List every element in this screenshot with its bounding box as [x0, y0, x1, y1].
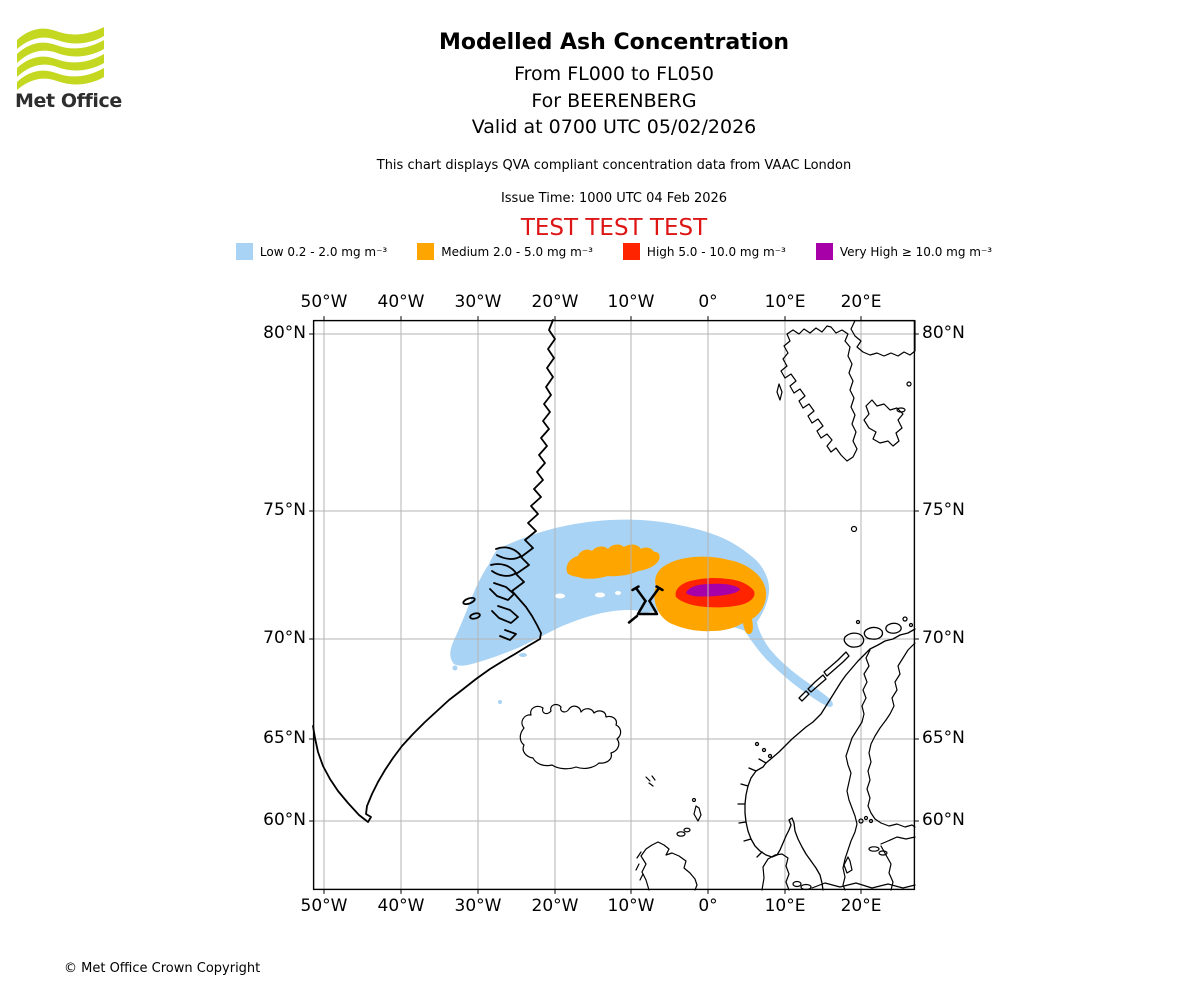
subtitle-flight-levels: From FL000 to FL050	[514, 63, 714, 85]
lon-label-bottom-10°E: 10°E	[764, 896, 806, 916]
lon-label-bottom-20°E: 20°E	[840, 896, 882, 916]
lon-label-bottom-50°W: 50°W	[300, 896, 348, 916]
uk-coast	[635, 775, 702, 891]
subtitle-valid-time: Valid at 0700 UTC 05/02/2026	[471, 116, 757, 138]
copyright-text: © Met Office Crown Copyright	[64, 961, 261, 976]
lat-label-right-65°N: 65°N	[922, 728, 965, 748]
lat-label-left-70°N: 70°N	[263, 628, 306, 648]
legend: Low 0.2 - 2.0 mg m⁻³ Medium 2.0 - 5.0 mg …	[0, 243, 1200, 260]
lon-label-top-0°: 0°	[698, 292, 718, 312]
legend-item-high: High 5.0 - 10.0 mg m⁻³	[622, 243, 786, 260]
map-border	[312, 319, 916, 891]
svalbard-coast	[776, 320, 916, 533]
legend-label-very-high: Very High ≥ 10.0 mg m⁻³	[839, 244, 993, 259]
legend-swatch-low	[235, 243, 253, 260]
bear-island	[850, 525, 858, 533]
lon-label-bottom-30°W: 30°W	[454, 896, 502, 916]
lon-label-bottom-10°W: 10°W	[607, 896, 655, 916]
legend-item-very-high: Very High ≥ 10.0 mg m⁻³	[815, 243, 993, 260]
lat-label-left-65°N: 65°N	[263, 728, 306, 748]
qva-note: This chart displays QVA compliant concen…	[376, 158, 852, 173]
issue-time: Issue Time: 1000 UTC 04 Feb 2026	[500, 191, 728, 206]
lat-label-right-70°N: 70°N	[922, 628, 965, 648]
lon-label-bottom-40°W: 40°W	[377, 896, 425, 916]
lon-label-top-20°W: 20°W	[531, 292, 579, 312]
subtitle-volcano: For BEERENBERG	[531, 90, 697, 112]
lat-label-right-60°N: 60°N	[922, 810, 965, 830]
lon-label-top-10°E: 10°E	[764, 292, 806, 312]
legend-label-low: Low 0.2 - 2.0 mg m⁻³	[259, 244, 388, 259]
ash-plume-low-holes	[555, 591, 621, 599]
lon-label-top-20°E: 20°E	[840, 292, 882, 312]
denmark-coast	[761, 853, 812, 891]
grid-lines	[313, 320, 915, 890]
legend-item-medium: Medium 2.0 - 5.0 mg m⁻³	[417, 243, 593, 260]
lon-label-top-30°W: 30°W	[454, 292, 502, 312]
lat-label-left-60°N: 60°N	[263, 810, 306, 830]
met-office-wordmark: Met Office	[15, 90, 122, 112]
legend-swatch-medium	[417, 243, 435, 260]
met-office-waves-icon	[17, 27, 104, 90]
volcano-icon	[627, 585, 664, 624]
page-title: Modelled Ash Concentration	[438, 30, 790, 55]
test-banner: TEST TEST TEST	[520, 215, 708, 241]
met-office-logo: Met Office	[14, 22, 124, 117]
lat-label-right-80°N: 80°N	[922, 323, 965, 343]
legend-swatch-high	[622, 243, 640, 260]
baltic-scandinavia-coast	[811, 642, 916, 891]
legend-label-medium: Medium 2.0 - 5.0 mg m⁻³	[441, 244, 593, 259]
lon-label-top-50°W: 50°W	[300, 292, 348, 312]
coastlines	[312, 319, 916, 891]
legend-swatch-very-high	[815, 243, 833, 260]
legend-label-high: High 5.0 - 10.0 mg m⁻³	[646, 244, 786, 259]
ash-plume-very-high	[686, 583, 740, 597]
lat-label-right-75°N: 75°N	[922, 500, 965, 520]
lat-label-left-80°N: 80°N	[263, 323, 306, 343]
greenland-coast	[312, 319, 556, 823]
iceland-coast	[519, 703, 622, 770]
lon-label-top-10°W: 10°W	[607, 292, 655, 312]
legend-item-low: Low 0.2 - 2.0 mg m⁻³	[235, 243, 388, 260]
map-canvas	[309, 316, 919, 894]
lon-label-top-40°W: 40°W	[377, 292, 425, 312]
norway-coast	[737, 616, 916, 891]
lat-label-left-75°N: 75°N	[263, 500, 306, 520]
lon-label-bottom-20°W: 20°W	[531, 896, 579, 916]
lon-label-bottom-0°: 0°	[698, 896, 718, 916]
